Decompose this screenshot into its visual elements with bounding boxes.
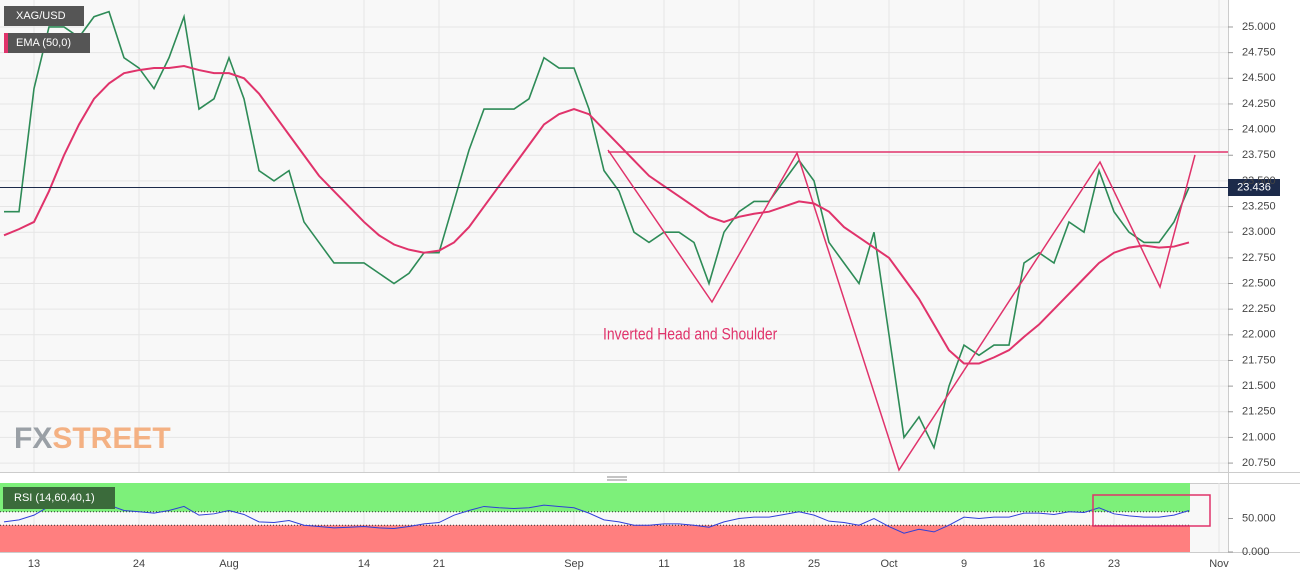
y-tick-label: 20.750 [1242, 457, 1276, 469]
x-tick-label: Oct [880, 558, 897, 570]
annotation: Inverted Head and Shoulder [603, 325, 777, 344]
y-tick-label: 24.000 [1242, 124, 1276, 136]
y-tick-label: 23.500 [1242, 175, 1276, 187]
y-tick-label: 21.750 [1242, 354, 1276, 366]
y-tick-label: 22.000 [1242, 329, 1276, 341]
x-tick-label: 24 [133, 558, 145, 570]
x-tick-label: 16 [1033, 558, 1045, 570]
legend-price: XAG/USD [16, 10, 66, 22]
x-tick-label: Sep [564, 558, 584, 570]
y-tick-label: 22.750 [1242, 252, 1276, 264]
pattern-line [607, 149, 1196, 472]
y-tick-label: 24.250 [1242, 98, 1276, 110]
x-tick-label: Aug [219, 558, 239, 570]
legend-rsi: RSI (14,60,40,1) [14, 492, 95, 504]
legend-box [3, 487, 115, 509]
price-tag [1228, 179, 1280, 196]
y-tick-label: 21.000 [1242, 431, 1276, 443]
legend-box [4, 6, 84, 26]
series-line [3, 64, 1190, 365]
x-tick-label: 21 [433, 558, 445, 570]
legend-swatch [4, 33, 8, 53]
y-tick-label: 0.000 [1242, 546, 1270, 558]
x-tick-label: 23 [1108, 558, 1120, 570]
watermark-street: STREET [52, 422, 170, 455]
x-tick-label: 9 [961, 558, 967, 570]
series-line [3, 504, 1190, 534]
y-tick-label: 23.000 [1242, 226, 1276, 238]
x-tick-label: 25 [808, 558, 820, 570]
legend-ema: EMA (50,0) [16, 37, 71, 49]
highlight-box [1092, 494, 1211, 527]
pattern-drawing [607, 149, 1228, 527]
y-tick-label: 22.500 [1242, 277, 1276, 289]
x-tick-label: 14 [358, 558, 370, 570]
watermark: FXSTREET [14, 422, 171, 455]
x-tick-label: 18 [733, 558, 745, 570]
x-tick-label: 11 [658, 558, 669, 570]
oversold-band [0, 525, 1190, 552]
y-tick-label: 23.750 [1242, 149, 1276, 161]
grip [607, 476, 627, 481]
y-tick-label: 50.000 [1242, 512, 1276, 524]
y-tick-label: 25.000 [1242, 21, 1276, 33]
y-tick-label: 24.750 [1242, 47, 1276, 59]
price-panel [0, 0, 1228, 472]
current-price-label: 23.436 [1237, 181, 1271, 193]
watermark-fx: FX [14, 422, 52, 455]
x-tick-label: Nov [1209, 558, 1229, 570]
y-tick-label: 23.250 [1242, 200, 1276, 212]
overbought-band [0, 483, 1190, 512]
x-tick-label: 13 [28, 558, 40, 570]
series-line [4, 10, 1190, 451]
y-tick-label: 24.500 [1242, 72, 1276, 84]
y-tick-label: 21.500 [1242, 380, 1276, 392]
y-tick-label: 22.250 [1242, 303, 1276, 315]
y-tick-label: 21.250 [1242, 406, 1276, 418]
legend-box [4, 33, 90, 53]
